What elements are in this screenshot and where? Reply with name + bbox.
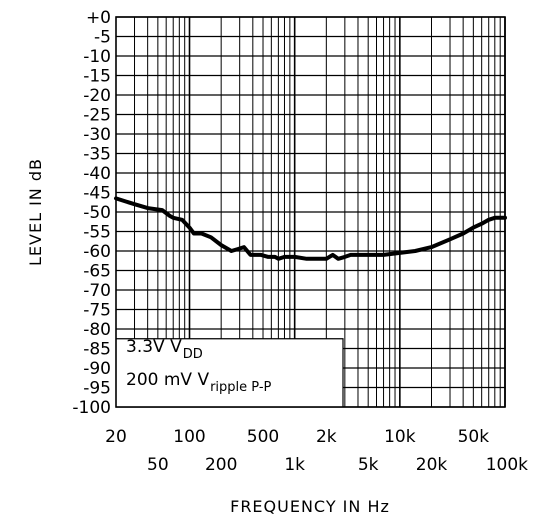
y-tick-label: -20	[83, 86, 111, 106]
x-tick-label: 10k	[384, 427, 416, 447]
annotation-line-supply: 3.3V VDD	[126, 337, 203, 362]
y-tick-label: -40	[83, 164, 111, 184]
y-tick-label: -80	[83, 320, 111, 340]
y-tick-label: -15	[83, 67, 111, 87]
y-tick-label: -50	[83, 203, 111, 223]
y-tick-label: -85	[83, 340, 111, 360]
y-tick-label: +0	[86, 8, 111, 28]
x-tick-label: 20	[105, 427, 127, 447]
x-tick-label: 1k	[284, 455, 305, 475]
x-tick-label: 50	[147, 455, 169, 475]
y-axis-title: LEVEL IN dB	[26, 158, 45, 266]
y-tick-label: -95	[83, 379, 111, 399]
y-tick-label: -90	[83, 359, 111, 379]
x-tick-label: 2k	[316, 427, 337, 447]
y-tick-label: -55	[83, 223, 111, 243]
series-line-level	[114, 196, 507, 261]
x-tick-label: 50k	[458, 427, 490, 447]
x-tick-labels: 20 100 500 2k 10k 50k 50 200 1k 5k 20k 100k	[105, 427, 528, 475]
y-tick-label: -45	[83, 184, 111, 204]
annotation-line-ripple: 200 mV Vripple P-P	[126, 370, 272, 395]
annotation-box	[116, 338, 343, 407]
x-tick-label: 200	[205, 455, 237, 475]
x-tick-label: 20k	[416, 455, 448, 475]
y-tick-label: -60	[83, 242, 111, 262]
y-tick-label: -100	[72, 398, 111, 418]
y-tick-label: -35	[83, 145, 111, 165]
x-tick-label: 5k	[358, 455, 379, 475]
x-tick-label: 100k	[486, 455, 528, 475]
x-tick-label: 500	[247, 427, 279, 447]
y-tick-label: -70	[83, 281, 111, 301]
y-tick-labels: +0-5-10-15-20-25-30-35-40-45-50-55-60-65…	[72, 8, 111, 418]
plot-frame	[115, 16, 506, 408]
y-tick-label: -25	[83, 106, 111, 126]
y-tick-label: -75	[83, 301, 111, 321]
x-tick-label: 100	[173, 427, 205, 447]
y-tick-label: -5	[94, 28, 111, 48]
annotation-box-border	[116, 338, 344, 407]
y-tick-label: -10	[83, 47, 111, 67]
y-tick-label: -65	[83, 262, 111, 282]
x-axis-title: FREQUENCY IN Hz	[230, 497, 390, 516]
y-tick-label: -30	[83, 125, 111, 145]
annotation-text: 3.3V VDD 200 mV Vripple P-P	[126, 337, 272, 395]
